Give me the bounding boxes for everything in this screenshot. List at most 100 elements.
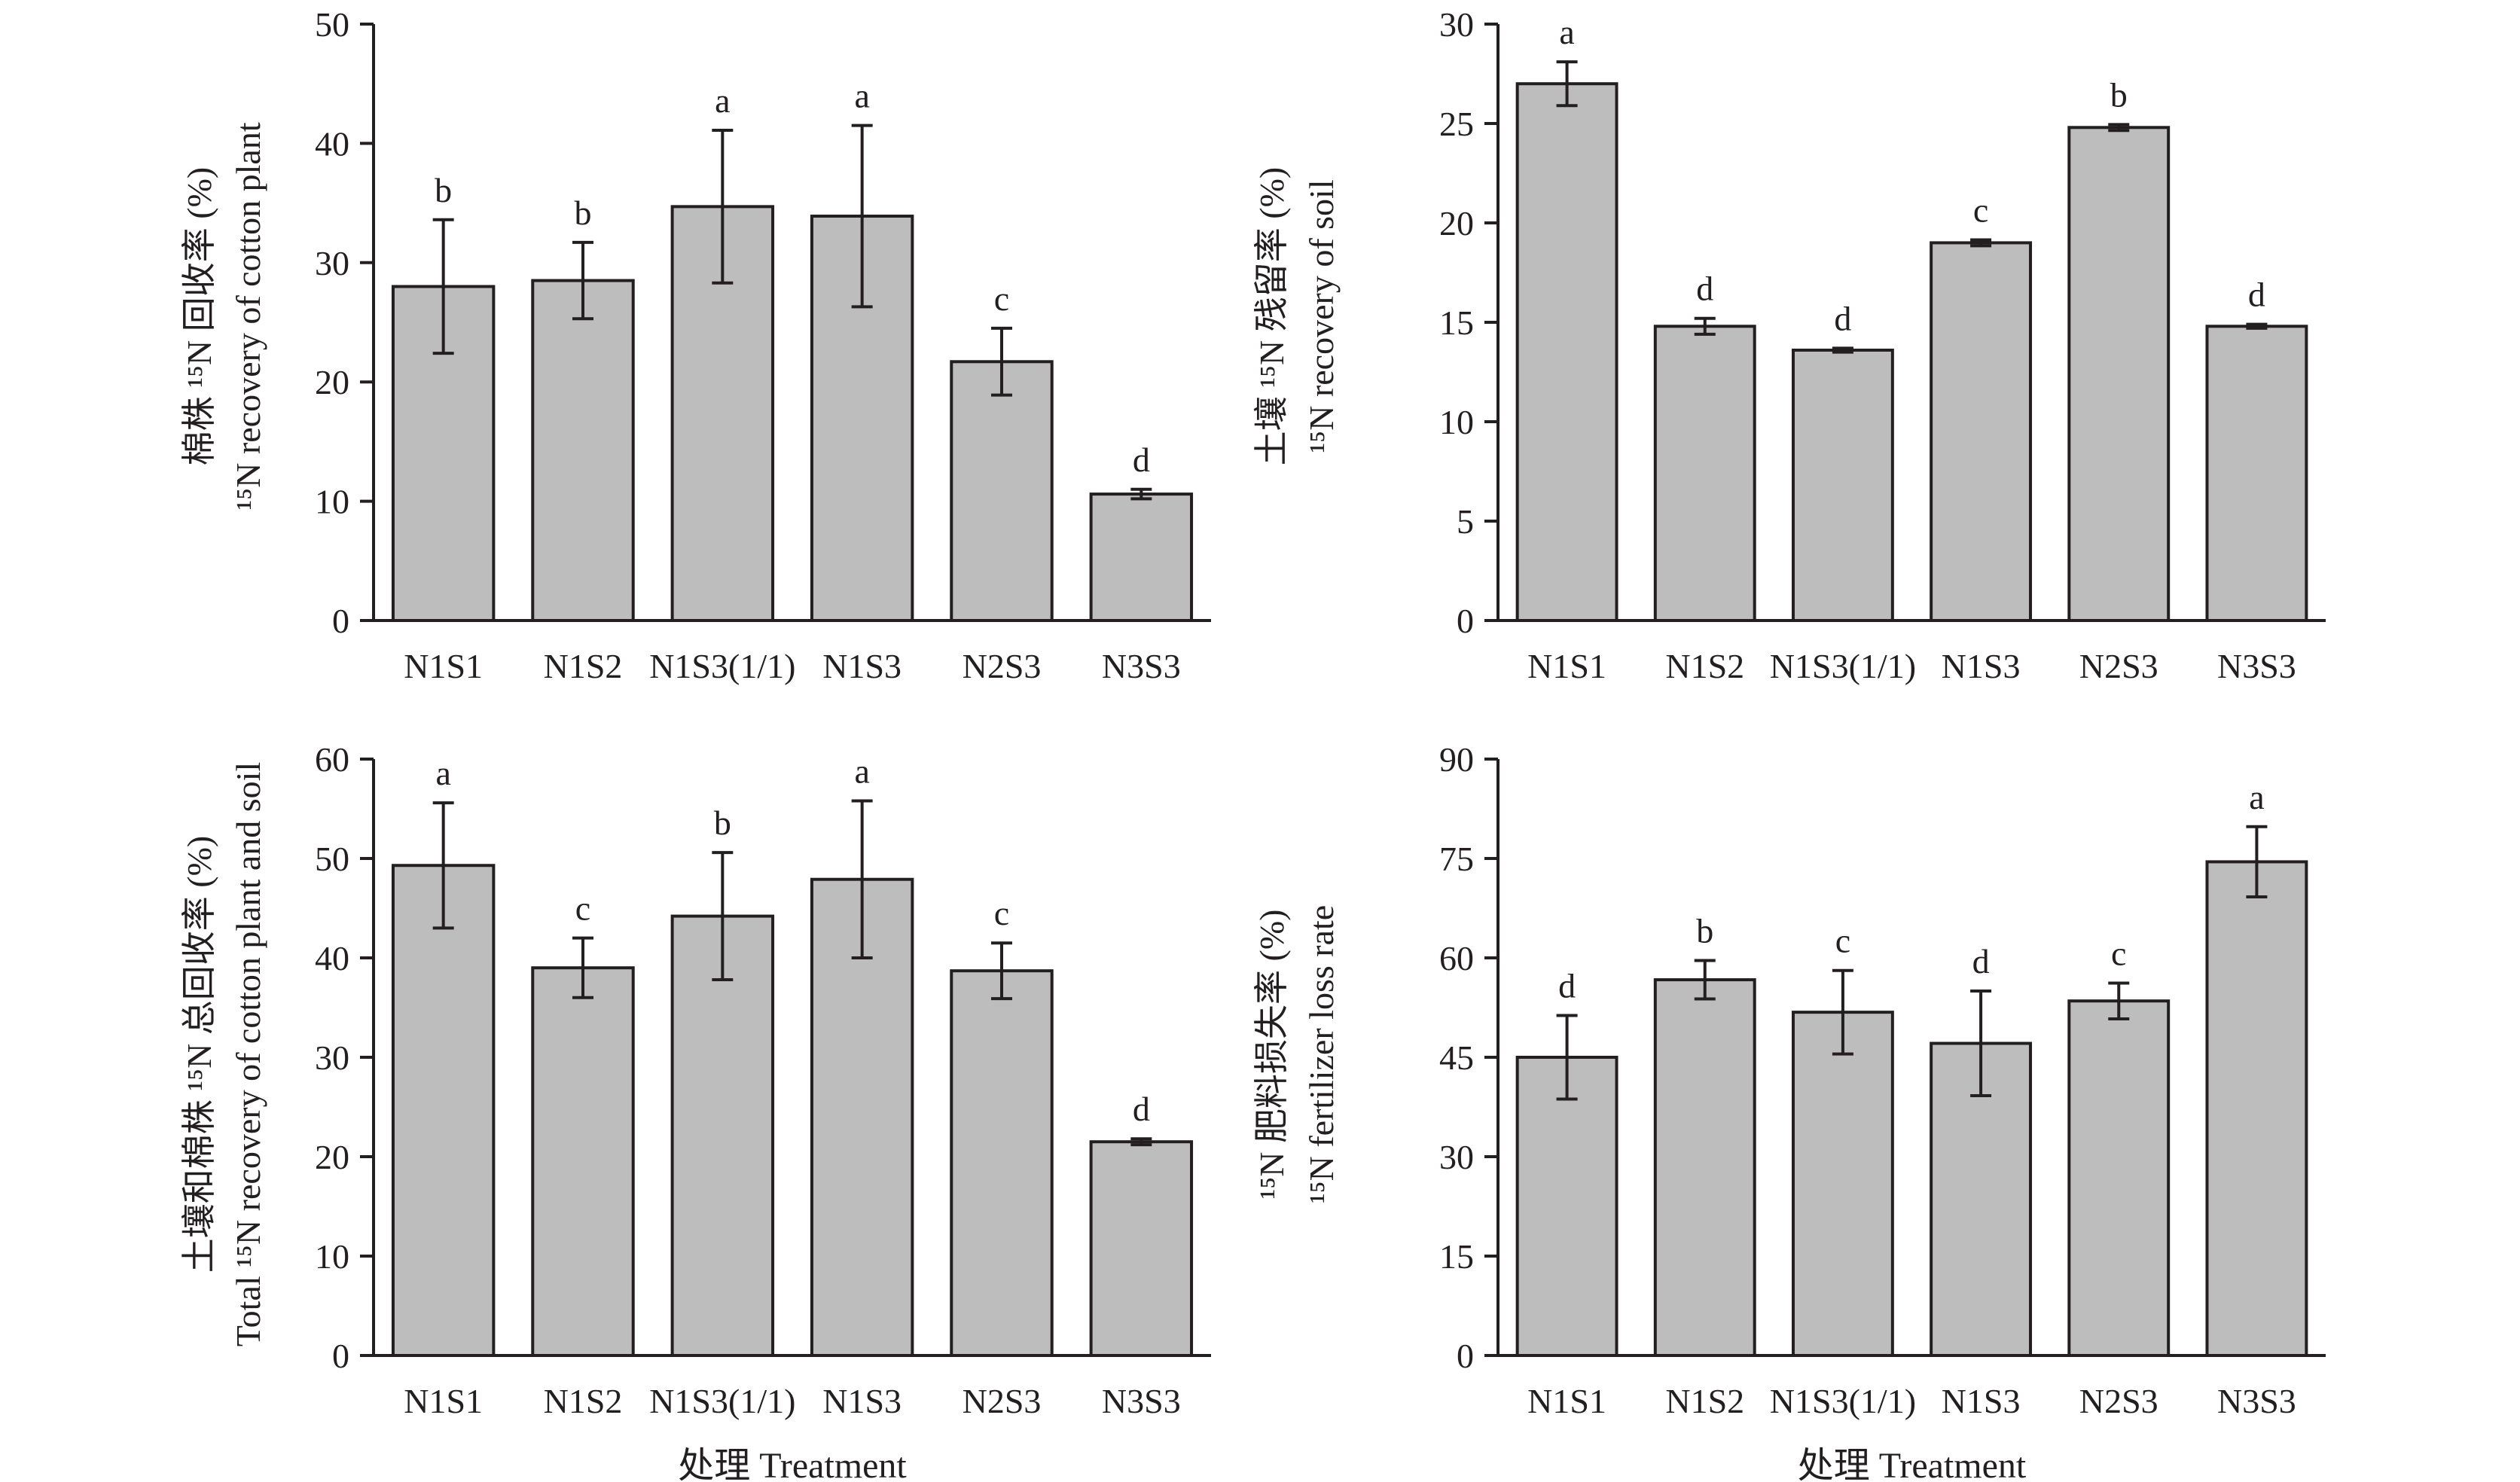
y-tick-label: 40 [315,124,349,163]
y-axis-title-english: ¹⁵N recovery of soil [1302,179,1341,453]
significance-letter: a [435,754,450,792]
x-category-label: N1S2 [1665,1382,1744,1420]
significance-letter: c [2111,934,2126,972]
y-tick-label: 20 [1439,204,1474,242]
y-axis-title-chinese: 土壤 ¹⁵N 残留率 (%) [1252,167,1291,466]
bar [1791,348,1894,622]
y-tick-label: 25 [1439,105,1474,143]
bar [531,966,635,1357]
bar [2067,999,2171,1357]
x-category-label: N3S3 [1102,1382,1181,1420]
significance-letter: a [1559,13,1574,51]
significance-letter: d [1133,441,1150,479]
x-category-label: N1S3(1/1) [1770,1382,1916,1420]
significance-letter: d [1834,299,1851,337]
y-axis-title-chinese: 棉株 ¹⁵N 回收率 (%) [180,167,218,466]
y-tick-label: 20 [315,363,349,401]
x-category-label: N1S2 [544,1382,623,1420]
significance-letter: a [854,77,869,115]
x-category-label: N1S1 [1527,647,1606,685]
y-tick-label: 50 [315,840,349,878]
bar [2205,325,2308,622]
significance-letter: d [1972,942,1990,980]
x-axis-title: 处理 Treatment [678,1446,907,1482]
y-axis-title-chinese: ¹⁵N 肥料损失率 (%) [1252,909,1291,1199]
y-tick-label: 0 [1457,602,1474,640]
significance-letter: d [1133,1090,1150,1128]
x-category-label: N3S3 [2217,647,2296,685]
significance-letter: b [1696,912,1713,950]
y-tick-label: 30 [315,1038,349,1077]
panel-fertilizer-loss: 0 15 30 45 60 75 90 d N1S1 b N1S2 c N1S3(1/1) d N1S3 c N… [1252,740,2326,1482]
x-category-label: N2S3 [2079,647,2158,685]
significance-letter: d [2248,276,2265,314]
significance-letter: c [994,894,1009,932]
y-tick-label: 75 [1439,840,1474,878]
y-tick-label: 10 [1439,403,1474,441]
x-category-label: N1S1 [404,647,483,685]
x-category-label: N1S3 [822,1382,902,1420]
y-tick-label: 60 [315,740,349,779]
x-category-label: N1S3(1/1) [649,1382,795,1420]
bar [1653,325,1756,622]
bar [670,914,775,1358]
bar [950,360,1054,622]
y-axis-title-chinese: 土壤和棉株 ¹⁵N 总回收率 (%) [180,836,218,1273]
significance-letter: b [714,804,731,842]
x-category-label: N1S1 [1527,1382,1606,1420]
significance-letter: d [1558,967,1576,1005]
significance-letter: a [2249,778,2264,816]
bar [1791,1011,1894,1358]
significance-letter: b [2110,75,2128,114]
bar [1653,978,1756,1358]
significance-letter: a [715,81,730,120]
y-tick-label: 50 [315,5,349,44]
x-category-label: N1S3(1/1) [1770,647,1916,685]
y-tick-label: 30 [1439,5,1474,44]
x-category-label: N1S2 [1665,647,1744,685]
x-category-label: N1S2 [544,647,623,685]
bar [1089,1140,1194,1357]
x-category-label: N1S3 [822,647,902,685]
y-tick-label: 15 [1439,303,1474,342]
y-tick-label: 0 [1457,1337,1474,1375]
bar [1089,492,1194,623]
x-category-label: N1S3(1/1) [649,647,795,685]
x-category-label: N3S3 [2217,1382,2296,1420]
y-tick-label: 45 [1439,1038,1474,1077]
y-tick-label: 5 [1457,502,1474,541]
y-axis-title-english: ¹⁵N recovery of cotton plant [229,122,267,510]
x-axis-title: 处理 Treatment [1798,1446,2027,1482]
x-category-label: N2S3 [2079,1382,2158,1420]
y-tick-label: 30 [315,244,349,282]
panel-soil-recovery: 0 5 10 15 20 25 30 a N1S1 d N1S2 d N1S3(1/1) c N1S3 b N2… [1252,5,2326,685]
bar [531,279,635,622]
x-category-label: N1S3 [1942,1382,2021,1420]
y-axis-title-english: Total ¹⁵N recovery of cotton plant and s… [229,762,267,1346]
panel-cotton-plant-recovery: 0 10 20 30 40 50 b N1S1 b N1S2 a N1S3(1/1) a N1S3 c N2S… [180,5,1211,685]
x-category-label: N1S1 [404,1382,483,1420]
x-category-label: N1S3 [1942,647,2021,685]
panel-total-recovery: 0 10 20 30 40 50 60 a N1S1 c N1S2 b N1S3(1/1) a N1S3 c N… [180,740,1211,1482]
significance-letter: b [575,194,592,232]
bar [1515,82,1618,622]
significance-letter: c [1973,191,1988,229]
y-tick-label: 40 [315,939,349,977]
significance-letter: c [994,279,1009,318]
y-tick-label: 0 [332,602,349,640]
bar [2205,860,2308,1357]
y-tick-label: 20 [315,1138,349,1176]
significance-letter: c [1835,922,1850,960]
bar [391,864,496,1357]
y-axis-title-english: ¹⁵N fertilizer loss rate [1302,905,1341,1203]
significance-letter: d [1696,270,1713,308]
x-category-label: N2S3 [963,1382,1042,1420]
bar [950,969,1054,1358]
y-tick-label: 90 [1439,740,1474,779]
bar [1515,1056,1618,1357]
y-tick-label: 0 [332,1337,349,1375]
bar [1930,241,2033,622]
bar [2067,126,2171,622]
y-tick-label: 15 [1439,1237,1474,1276]
